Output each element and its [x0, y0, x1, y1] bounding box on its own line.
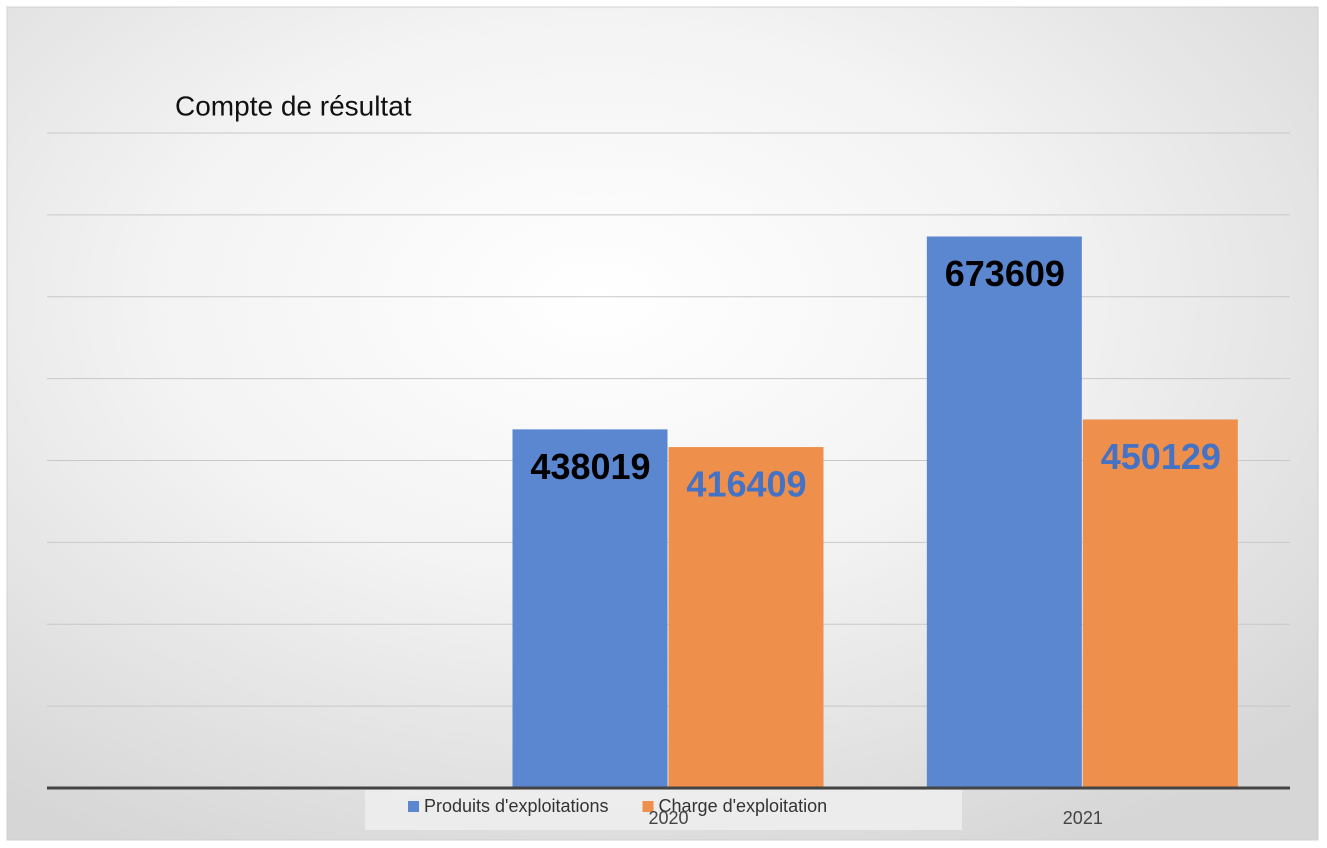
legend-swatch: [642, 801, 654, 812]
chart-title: Compte de résultat: [175, 90, 412, 121]
legend-swatch: [408, 801, 419, 812]
bar: [1082, 419, 1238, 788]
bar: [512, 429, 668, 788]
data-label: 450129: [1101, 436, 1221, 477]
data-label: 438019: [530, 446, 650, 487]
legend-label: Produits d'exploitations: [424, 796, 609, 816]
bar: [668, 447, 824, 788]
data-label: 416409: [686, 464, 806, 505]
legend-label: Charge d'exploitation: [659, 796, 828, 816]
x-tick-label: 2020: [648, 808, 688, 828]
data-label: 673609: [945, 253, 1065, 294]
bar: [926, 236, 1082, 788]
legend-background: [365, 790, 962, 830]
x-tick-label: 2021: [1063, 808, 1103, 828]
